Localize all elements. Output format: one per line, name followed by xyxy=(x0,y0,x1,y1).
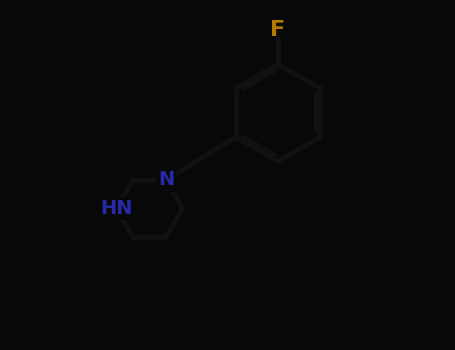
Text: HN: HN xyxy=(100,199,132,218)
Text: N: N xyxy=(158,170,174,189)
Text: F: F xyxy=(270,20,286,40)
